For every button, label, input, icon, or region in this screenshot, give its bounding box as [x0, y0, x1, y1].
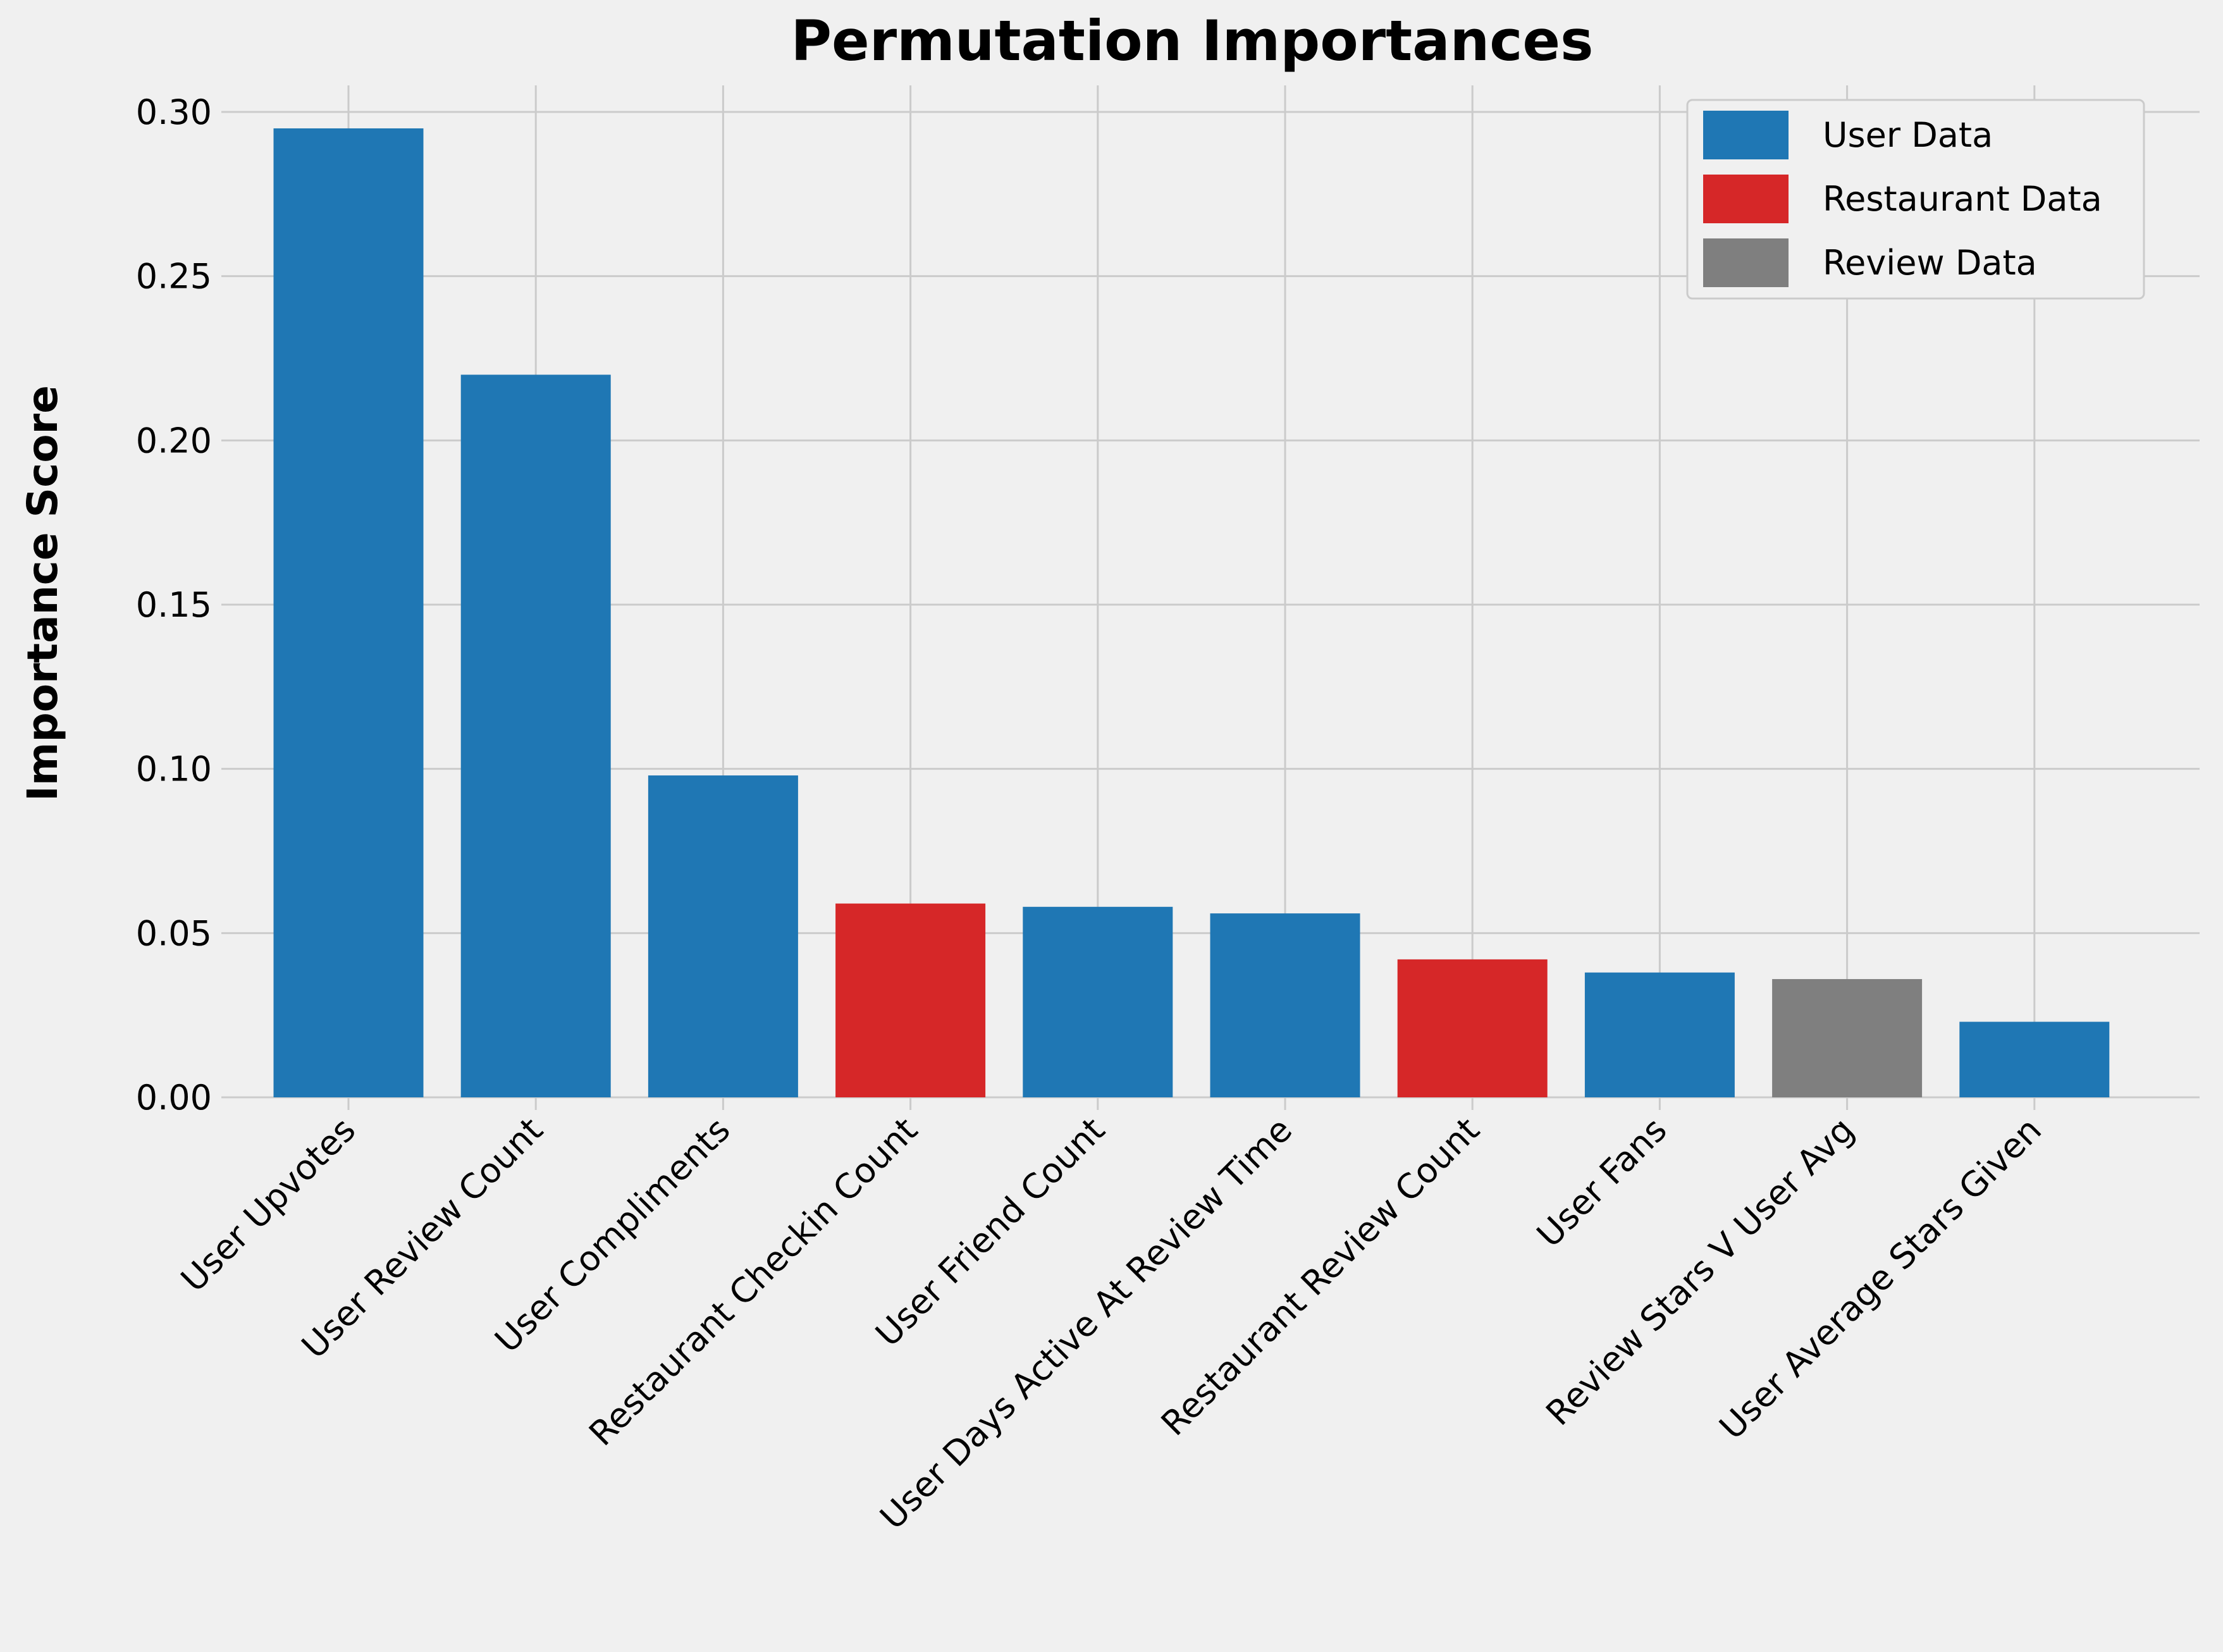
bar	[1584, 972, 1735, 1097]
bar	[460, 374, 611, 1097]
legend-label: Review Data	[1823, 243, 2037, 283]
legend-swatch	[1703, 238, 1789, 287]
bar	[1210, 913, 1360, 1097]
y-tick-label: 0.05	[136, 913, 212, 953]
legend-swatch	[1703, 111, 1789, 159]
bar	[1397, 959, 1548, 1097]
bar	[835, 903, 986, 1097]
chart-title: Permutation Importances	[791, 8, 1594, 73]
legend-swatch	[1703, 175, 1789, 223]
bar	[648, 775, 798, 1097]
legend-frame	[1686, 99, 2145, 300]
y-tick-label: 0.30	[136, 92, 212, 132]
bar-layer	[273, 128, 2110, 1097]
legend-label: Restaurant Data	[1823, 179, 2102, 219]
bar	[1023, 906, 1173, 1097]
y-axis-label: Importance Score	[18, 385, 67, 801]
y-tick-label: 0.15	[136, 585, 212, 625]
bar	[1772, 979, 1923, 1097]
bar	[273, 128, 424, 1097]
y-tick-labels: 0.00 0.05 0.10 0.15 0.20 0.25 0.30	[136, 92, 212, 1118]
legend: User Data Restaurant Data Review Data	[1686, 99, 2145, 300]
legend-label: User Data	[1823, 115, 1993, 155]
bar	[1959, 1021, 2110, 1097]
y-tick-label: 0.25	[136, 257, 212, 297]
y-tick-label: 0.00	[136, 1078, 212, 1118]
legend-items: User Data Restaurant Data Review Data	[1703, 111, 2102, 287]
y-tick-label: 0.20	[136, 421, 212, 460]
y-tick-label: 0.10	[136, 749, 212, 789]
